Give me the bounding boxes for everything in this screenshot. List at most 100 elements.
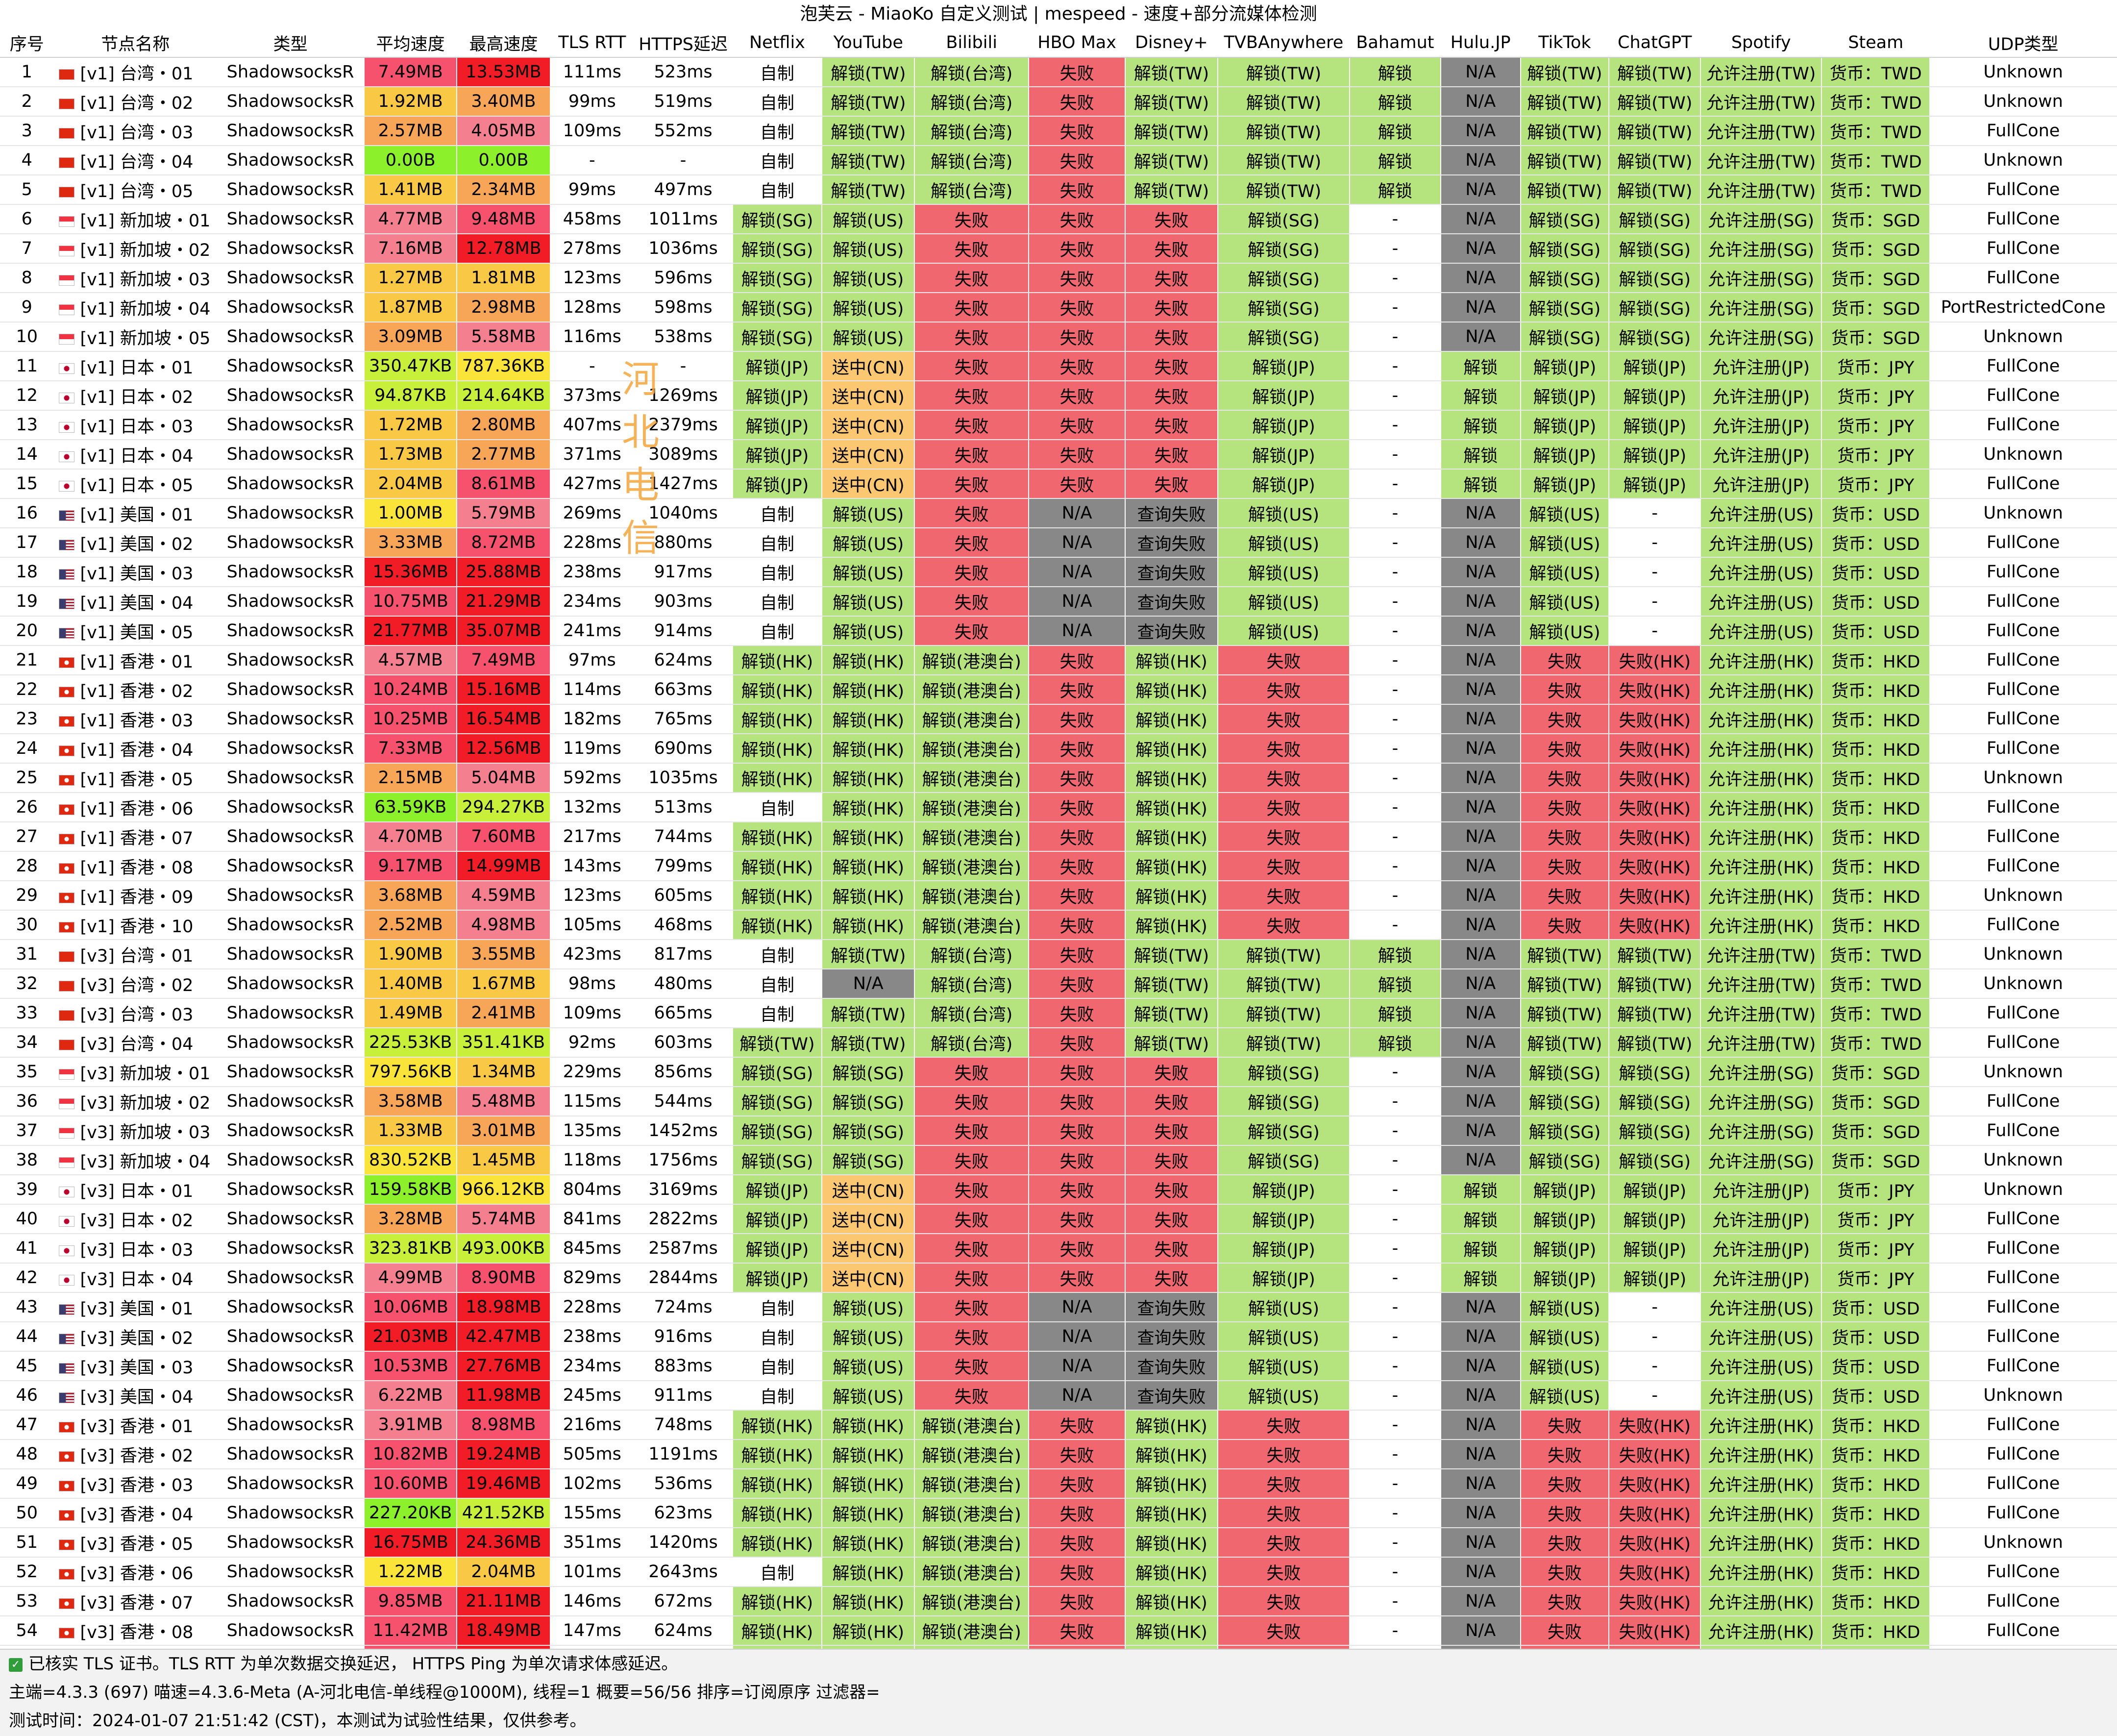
table-row[interactable]: 22 [v1] 香港・02 ShadowsocksR 10.24MB 15.16MB 11… <box>0 675 2117 705</box>
bilibili-status: 失败 <box>914 1116 1030 1146</box>
table-row[interactable]: 37 [v3] 新加坡・03 ShadowsocksR 1.33MB 3.01MB 135… <box>0 1116 2117 1146</box>
table-row[interactable]: 18 [v1] 美国・03 ShadowsocksR 15.36MB 25.88MB 23… <box>0 557 2117 587</box>
table-row[interactable]: 19 [v1] 美国・04 ShadowsocksR 10.75MB 21.29MB 23… <box>0 587 2117 617</box>
table-row[interactable]: 1 [v1] 台湾・01 ShadowsocksR 7.49MB 13.53MB 111m… <box>0 57 2117 87</box>
table-row[interactable]: 12 [v1] 日本・02 ShadowsocksR 94.87KB 214.64KB 3… <box>0 381 2117 411</box>
row-index: 36 <box>0 1087 55 1116</box>
table-row[interactable]: 47 [v3] 香港・01 ShadowsocksR 3.91MB 8.98MB 216m… <box>0 1410 2117 1440</box>
table-row[interactable]: 43 [v3] 美国・01 ShadowsocksR 10.06MB 18.98MB 22… <box>0 1292 2117 1322</box>
table-row[interactable]: 17 [v1] 美国・02 ShadowsocksR 3.33MB 8.72MB 228m… <box>0 528 2117 558</box>
table-row[interactable]: 31 [v3] 台湾・01 ShadowsocksR 1.90MB 3.55MB 423m… <box>0 940 2117 969</box>
table-row[interactable]: 11 [v1] 日本・01 ShadowsocksR 350.47KB 787.36KB… <box>0 351 2117 381</box>
netflix-status: 解锁(SG) <box>732 293 823 322</box>
table-row[interactable]: 24 [v1] 香港・04 ShadowsocksR 7.33MB 12.56MB 119… <box>0 734 2117 764</box>
disney-status: 失败 <box>1125 469 1218 499</box>
table-row[interactable]: 39 [v3] 日本・01 ShadowsocksR 159.58KB 966.12KB… <box>0 1175 2117 1205</box>
hbomax-status: 失败 <box>1029 969 1126 999</box>
table-row[interactable]: 7 [v1] 新加坡・02 ShadowsocksR 7.16MB 12.78MB 278… <box>0 234 2117 264</box>
tiktok-status: 失败 <box>1520 793 1610 822</box>
node-type: ShadowsocksR <box>216 1292 365 1322</box>
column-header[interactable]: 序号 <box>0 28 55 58</box>
bilibili-status: 解锁(台湾) <box>914 146 1030 175</box>
column-header[interactable]: ChatGPT <box>1609 28 1701 58</box>
table-row[interactable]: 30 [v1] 香港・10 ShadowsocksR 2.52MB 4.98MB 105m… <box>0 910 2117 940</box>
table-row[interactable]: 20 [v1] 美国・05 ShadowsocksR 21.77MB 35.07MB 24… <box>0 616 2117 646</box>
column-header[interactable]: 最高速度 <box>457 28 551 58</box>
column-header[interactable]: Bilibili <box>914 28 1030 58</box>
table-row[interactable]: 33 [v3] 台湾・03 ShadowsocksR 1.49MB 2.41MB 109m… <box>0 998 2117 1028</box>
table-row[interactable]: 53 [v3] 香港・07 ShadowsocksR 9.85MB 21.11MB 146… <box>0 1587 2117 1616</box>
table-row[interactable]: 23 [v1] 香港・03 ShadowsocksR 10.25MB 16.54MB 18… <box>0 704 2117 734</box>
node-type: ShadowsocksR <box>216 645 365 675</box>
node-type: ShadowsocksR <box>216 57 365 87</box>
column-header[interactable]: HBO Max <box>1029 28 1126 58</box>
table-row[interactable]: 5 [v1] 台湾・05 ShadowsocksR 1.41MB 2.34MB 99ms 4… <box>0 175 2117 205</box>
table-row[interactable]: 25 [v1] 香港・05 ShadowsocksR 2.15MB 5.04MB 592m… <box>0 763 2117 793</box>
table-row[interactable]: 42 [v3] 日本・04 ShadowsocksR 4.99MB 8.90MB 829m… <box>0 1263 2117 1293</box>
tvbanywhere-status: 解锁(US) <box>1217 1292 1351 1322</box>
table-row[interactable]: 49 [v3] 香港・03 ShadowsocksR 10.60MB 19.46MB 10… <box>0 1469 2117 1499</box>
column-header[interactable]: TikTok <box>1520 28 1610 58</box>
table-row[interactable]: 16 [v1] 美国・01 ShadowsocksR 1.00MB 5.79MB 269m… <box>0 498 2117 528</box>
table-row[interactable]: 41 [v3] 日本・03 ShadowsocksR 323.81KB 493.00KB… <box>0 1234 2117 1264</box>
flag-hk-icon <box>59 1510 74 1520</box>
table-row[interactable]: 46 [v3] 美国・04 ShadowsocksR 6.22MB 11.98MB 245… <box>0 1381 2117 1411</box>
table-row[interactable]: 15 [v1] 日本・05 ShadowsocksR 2.04MB 8.61MB 427m… <box>0 469 2117 499</box>
table-row[interactable]: 14 [v1] 日本・04 ShadowsocksR 1.73MB 2.77MB 371m… <box>0 440 2117 470</box>
table-row[interactable]: 26 [v1] 香港・06 ShadowsocksR 63.59KB 294.27KB 1… <box>0 793 2117 822</box>
table-row[interactable]: 51 [v3] 香港・05 ShadowsocksR 16.75MB 24.36MB 35… <box>0 1528 2117 1558</box>
table-row[interactable]: 8 [v1] 新加坡・03 ShadowsocksR 1.27MB 1.81MB 123m… <box>0 263 2117 293</box>
table-row[interactable]: 28 [v1] 香港・08 ShadowsocksR 9.17MB 14.99MB 143… <box>0 851 2117 881</box>
table-row[interactable]: 50 [v3] 香港・04 ShadowsocksR 227.20KB 421.52KB… <box>0 1498 2117 1528</box>
column-header[interactable]: 平均速度 <box>364 28 458 58</box>
avg-speed: 10.06MB <box>364 1292 458 1322</box>
column-header[interactable]: YouTube <box>822 28 915 58</box>
hulujp-status: N/A <box>1440 734 1521 764</box>
column-header[interactable]: Steam <box>1822 28 1931 58</box>
table-row[interactable]: 29 [v1] 香港・09 ShadowsocksR 3.68MB 4.59MB 123m… <box>0 881 2117 911</box>
table-row[interactable]: 4 [v1] 台湾・04 ShadowsocksR 0.00B 0.00B - - 自制 解锁(… <box>0 146 2117 175</box>
table-row[interactable]: 54 [v3] 香港・08 ShadowsocksR 11.42MB 18.49MB 14… <box>0 1616 2117 1646</box>
column-header[interactable]: Disney+ <box>1125 28 1218 58</box>
table-row[interactable]: 36 [v3] 新加坡・02 ShadowsocksR 3.58MB 5.48MB 115… <box>0 1087 2117 1116</box>
table-row[interactable]: 44 [v3] 美国・02 ShadowsocksR 21.03MB 42.47MB 23… <box>0 1322 2117 1352</box>
table-row[interactable]: 3 [v1] 台湾・03 ShadowsocksR 2.57MB 4.05MB 109ms… <box>0 116 2117 146</box>
table-row[interactable]: 34 [v3] 台湾・04 ShadowsocksR 225.53KB 351.41KB… <box>0 1028 2117 1058</box>
youtube-status: 解锁(SG) <box>822 1145 915 1175</box>
column-header[interactable]: UDP类型 <box>1930 28 2117 58</box>
column-header[interactable]: Netflix <box>732 28 823 58</box>
table-row[interactable]: 13 [v1] 日本・03 ShadowsocksR 1.72MB 2.80MB 407m… <box>0 410 2117 440</box>
table-row[interactable]: 45 [v3] 美国・03 ShadowsocksR 10.53MB 27.76MB 23… <box>0 1351 2117 1381</box>
udp-type: FullCone <box>1930 1616 2117 1646</box>
table-row[interactable]: 21 [v1] 香港・01 ShadowsocksR 4.57MB 7.49MB 97ms… <box>0 645 2117 675</box>
table-row[interactable]: 35 [v3] 新加坡・01 ShadowsocksR 797.56KB 1.34MB 2… <box>0 1057 2117 1087</box>
column-header[interactable]: Bahamut <box>1350 28 1441 58</box>
column-header[interactable]: TVBAnywhere <box>1217 28 1351 58</box>
node-name-text: [v1] 日本・02 <box>80 387 194 407</box>
table-row[interactable]: 10 [v1] 新加坡・05 ShadowsocksR 3.09MB 5.58MB 116… <box>0 322 2117 352</box>
table-row[interactable]: 2 [v1] 台湾・02 ShadowsocksR 1.92MB 3.40MB 99ms 5… <box>0 87 2117 117</box>
table-row[interactable]: 6 [v1] 新加坡・01 ShadowsocksR 4.77MB 9.48MB 458m… <box>0 204 2117 234</box>
table-row[interactable]: 52 [v3] 香港・06 ShadowsocksR 1.22MB 2.04MB 101m… <box>0 1557 2117 1587</box>
table-row[interactable]: 38 [v3] 新加坡・04 ShadowsocksR 830.52KB 1.45MB 1… <box>0 1145 2117 1175</box>
https-latency: 911ms <box>634 1381 733 1411</box>
table-row[interactable]: 48 [v3] 香港・02 ShadowsocksR 10.82MB 19.24MB 50… <box>0 1439 2117 1469</box>
column-header[interactable]: 节点名称 <box>54 28 217 58</box>
column-header[interactable]: HTTPS延迟 <box>634 28 733 58</box>
column-header[interactable]: TLS RTT <box>550 28 635 58</box>
tls-rtt: - <box>550 146 635 175</box>
table-row[interactable]: 9 [v1] 新加坡・04 ShadowsocksR 1.87MB 2.98MB 128m… <box>0 293 2117 322</box>
tls-rtt: 505ms <box>550 1439 635 1469</box>
column-header[interactable]: Hulu.JP <box>1440 28 1521 58</box>
hbomax-status: 失败 <box>1029 1087 1126 1116</box>
tiktok-status: 失败 <box>1520 675 1610 705</box>
table-row[interactable]: 27 [v1] 香港・07 ShadowsocksR 4.70MB 7.60MB 217m… <box>0 822 2117 852</box>
chatgpt-status: 失败(HK) <box>1609 1498 1701 1528</box>
column-header[interactable]: Spotify <box>1700 28 1822 58</box>
avg-speed: 1.72MB <box>364 410 458 440</box>
row-index: 45 <box>0 1351 55 1381</box>
tls-rtt: 427ms <box>550 469 635 499</box>
table-row[interactable]: 40 [v3] 日本・02 ShadowsocksR 3.28MB 5.74MB 841m… <box>0 1204 2117 1234</box>
table-row[interactable]: 32 [v3] 台湾・02 ShadowsocksR 1.40MB 1.67MB 98ms… <box>0 969 2117 999</box>
column-header[interactable]: 类型 <box>216 28 365 58</box>
